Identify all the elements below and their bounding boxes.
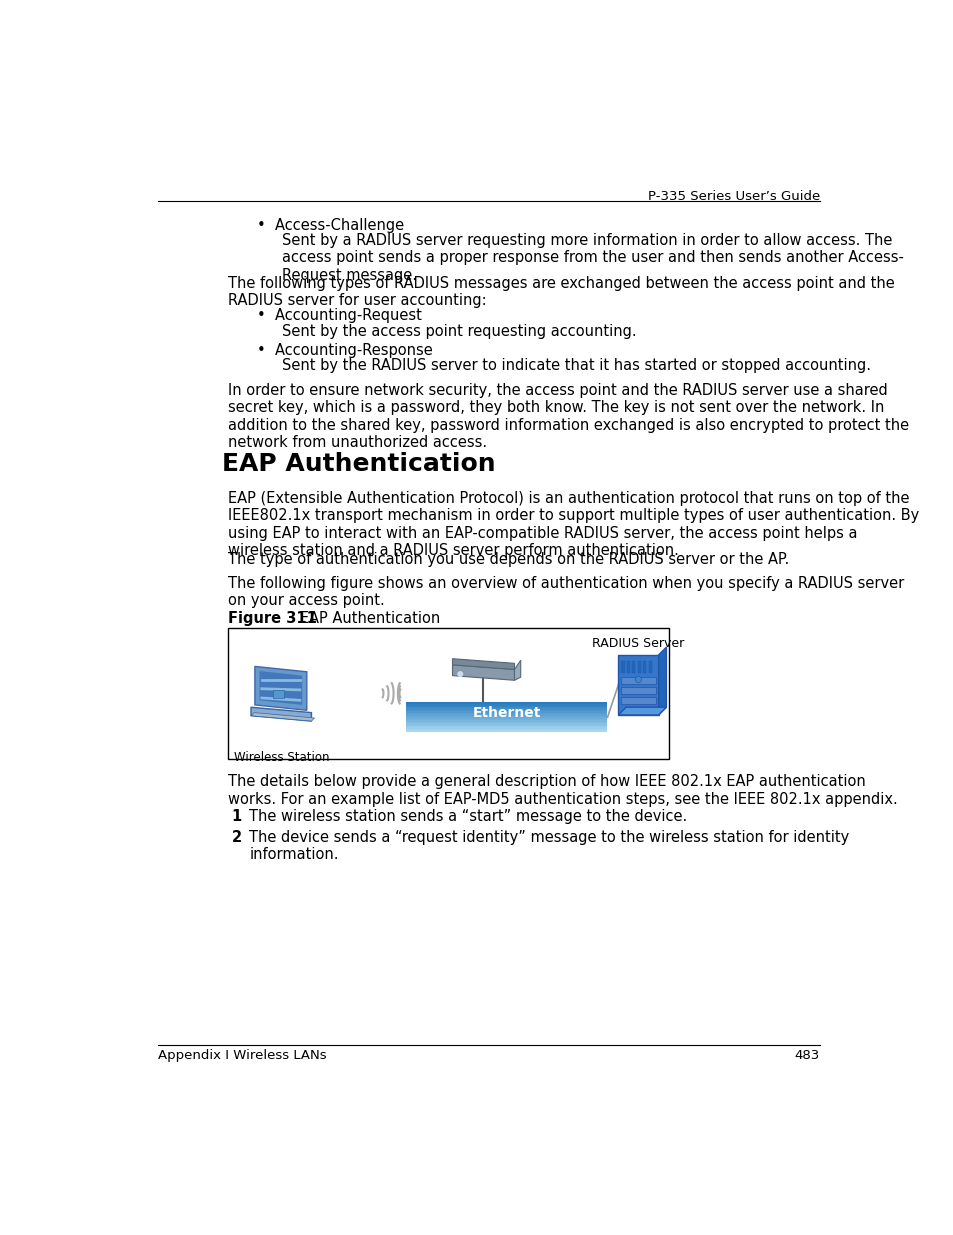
Text: Ethernet: Ethernet — [472, 705, 540, 720]
Bar — [406, 708, 607, 710]
Bar — [620, 687, 655, 694]
Text: EAP Authentication: EAP Authentication — [286, 611, 439, 626]
Text: 1: 1 — [232, 809, 242, 824]
Bar — [406, 726, 607, 727]
Bar — [618, 655, 658, 715]
Polygon shape — [251, 708, 311, 721]
Text: The device sends a “request identity” message to the wireless station for identi: The device sends a “request identity” me… — [249, 830, 849, 862]
Text: Sent by the access point requesting accounting.: Sent by the access point requesting acco… — [282, 324, 636, 338]
Polygon shape — [251, 713, 314, 721]
Circle shape — [457, 672, 462, 677]
Polygon shape — [514, 661, 520, 680]
Bar — [406, 705, 607, 706]
Text: RADIUS Server: RADIUS Server — [592, 637, 684, 650]
Bar — [406, 729, 607, 730]
Polygon shape — [259, 671, 302, 705]
Text: Sent by a RADIUS server requesting more information in order to allow access. Th: Sent by a RADIUS server requesting more … — [282, 233, 902, 283]
Bar — [620, 661, 624, 673]
Bar — [406, 710, 607, 711]
Text: Wireless Station: Wireless Station — [234, 751, 330, 764]
Text: •  Access-Challenge: • Access-Challenge — [257, 217, 404, 232]
Text: EAP Authentication: EAP Authentication — [221, 452, 495, 477]
Bar — [406, 706, 607, 709]
Bar — [642, 661, 645, 673]
Bar — [273, 690, 283, 698]
Text: P-335 Series User’s Guide: P-335 Series User’s Guide — [647, 190, 819, 203]
Bar — [406, 720, 607, 721]
Bar — [406, 719, 607, 720]
Text: The wireless station sends a “start” message to the device.: The wireless station sends a “start” mes… — [249, 809, 687, 824]
Text: •  Accounting-Response: • Accounting-Response — [257, 343, 433, 358]
Bar — [406, 716, 607, 719]
Bar — [620, 677, 655, 684]
Text: The details below provide a general description of how IEEE 802.1x EAP authentic: The details below provide a general desc… — [228, 774, 897, 806]
Bar — [626, 661, 629, 673]
Bar — [637, 661, 640, 673]
Polygon shape — [452, 664, 514, 680]
Text: The following types of RADIUS messages are exchanged between the access point an: The following types of RADIUS messages a… — [228, 275, 894, 309]
Text: 2: 2 — [232, 830, 241, 845]
Polygon shape — [452, 658, 514, 669]
Bar — [406, 711, 607, 713]
Text: EAP (Extensible Authentication Protocol) is an authentication protocol that runs: EAP (Extensible Authentication Protocol)… — [228, 490, 918, 558]
Bar — [632, 661, 635, 673]
Bar — [620, 698, 655, 704]
Bar — [406, 713, 607, 714]
Text: 483: 483 — [794, 1049, 819, 1062]
Polygon shape — [618, 708, 666, 715]
Bar — [406, 703, 607, 704]
Text: The following figure shows an overview of authentication when you specify a RADI: The following figure shows an overview o… — [228, 576, 903, 608]
Bar — [648, 661, 651, 673]
Bar — [406, 727, 607, 729]
Circle shape — [635, 677, 641, 683]
Text: The type of authentication you use depends on the RADIUS server or the AP.: The type of authentication you use depen… — [228, 552, 788, 567]
Polygon shape — [254, 667, 307, 710]
Text: •  Accounting-Request: • Accounting-Request — [257, 309, 421, 324]
Bar — [406, 704, 607, 705]
Bar — [406, 714, 607, 716]
Text: Figure 311: Figure 311 — [228, 611, 316, 626]
Bar — [406, 715, 607, 718]
Bar — [406, 722, 607, 725]
Polygon shape — [658, 647, 666, 715]
Text: Appendix I Wireless LANs: Appendix I Wireless LANs — [158, 1049, 326, 1062]
Bar — [228, 627, 669, 758]
Bar — [406, 730, 607, 732]
Text: Sent by the RADIUS server to indicate that it has started or stopped accounting.: Sent by the RADIUS server to indicate th… — [282, 358, 870, 373]
Bar — [406, 724, 607, 726]
Text: In order to ensure network security, the access point and the RADIUS server use : In order to ensure network security, the… — [228, 383, 908, 451]
Bar — [406, 721, 607, 722]
